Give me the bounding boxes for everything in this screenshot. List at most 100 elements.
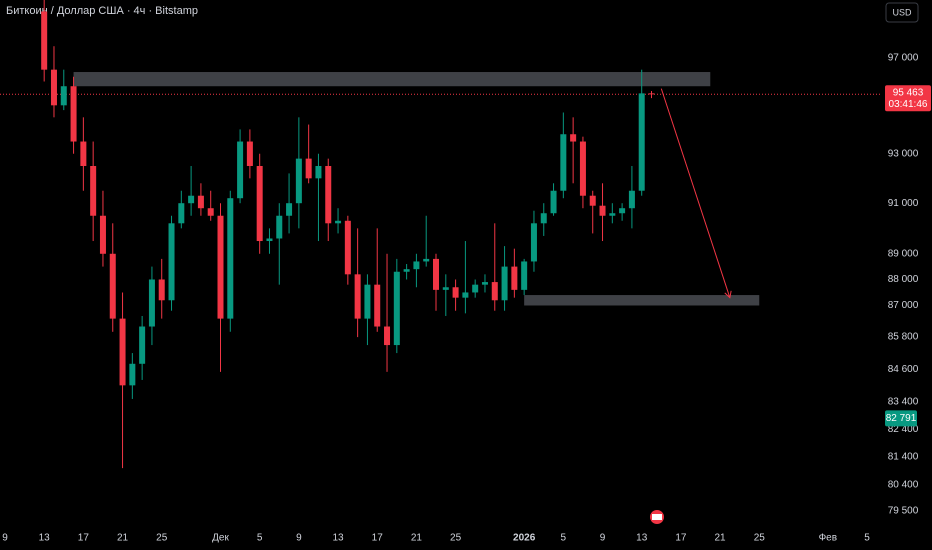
candle-body [188,195,195,204]
candle-body [648,93,655,95]
plot-area [0,0,880,469]
candle-body [237,141,244,199]
x-tick-label: 9 [600,533,606,544]
x-tick-label: 25 [450,533,462,544]
candle-body [638,93,645,191]
candle-body [423,258,430,262]
indicator-price-box [885,410,917,427]
x-tick-label: 17 [78,533,90,544]
candle-body [178,203,185,224]
x-tick-label: 2026 [513,533,536,544]
candle-body [374,284,381,327]
candle-body [60,86,67,106]
candle-body [433,258,439,290]
x-tick-label: 9 [2,533,8,544]
candle-body [246,141,253,167]
x-tick-label: 21 [715,533,727,544]
candle-body [256,166,263,242]
x-tick-label: 5 [561,533,567,544]
candle-body [168,223,175,301]
candle-body [139,326,146,364]
candle-body [99,215,106,254]
candle-body [530,223,537,262]
arrow-head [724,290,732,299]
candle-body [129,363,136,386]
candle-body [403,269,410,272]
x-tick-label: 17 [675,533,687,544]
y-tick-label: 88 000 [888,274,919,285]
candle-body [148,279,155,327]
candle-body [315,166,322,179]
x-tick-label: Дек [212,533,229,544]
countdown-label: 03:41:46 [889,99,928,110]
candle-body [521,261,528,290]
candle-body [119,318,126,386]
candle-body [384,326,391,346]
candle-body [628,190,635,209]
candle-body [197,195,204,209]
candle-body [266,238,273,242]
candle-body [619,208,626,214]
x-tick-label: 25 [156,533,168,544]
x-tick-label: 25 [754,533,766,544]
x-tick-label: Фев [819,533,837,544]
y-tick-label: 87 000 [888,300,919,311]
candle-body [217,215,224,319]
candle-body [442,287,449,290]
last-price-box [885,85,931,112]
indicator-price-label: 82 791 [886,413,917,424]
candle-body [481,282,488,285]
chart-title: Биткоин / Доллар США · 4ч · Bitstamp [6,5,198,17]
y-tick-label: 83 400 [888,396,919,407]
x-tick-label: 5 [864,533,870,544]
candle-body [276,215,283,239]
candle-body [158,279,165,301]
y-tick-label: 85 800 [888,332,919,343]
candle-body [207,208,214,216]
x-tick-label: 13 [636,533,648,544]
candle-body [295,158,302,204]
candle-body [393,271,400,346]
event-icon[interactable] [650,510,664,524]
candle-body [50,69,57,106]
y-tick-label: 91 000 [888,198,919,209]
candle-body [491,282,498,301]
candle-body [80,141,87,167]
candle-body [364,284,371,319]
y-tick-label: 97 000 [888,53,919,64]
candle-body [501,266,508,301]
candle-body [609,213,616,216]
candle-body [540,213,547,224]
zone [524,295,760,306]
y-tick-label: 93 000 [888,148,919,159]
currency-button[interactable] [885,2,919,23]
candle-body [589,195,596,206]
candle-body [344,220,351,275]
arrow-line [660,88,731,298]
x-tick-label: 21 [411,533,423,544]
y-tick-label: 81 400 [888,452,919,463]
candle-body [452,287,459,298]
y-tick-label: 84 600 [888,364,919,375]
currency-label[interactable]: USD [892,7,912,17]
candle-body [570,134,577,142]
y-tick-label: 89 000 [888,248,919,259]
y-tick-label: 79 500 [888,505,919,516]
candle-body [227,198,234,319]
x-tick-label: 13 [39,533,51,544]
candle-body [413,261,420,270]
candle-body [354,274,361,319]
candle-body [325,166,332,224]
candle-body [462,292,469,298]
x-tick-label: 9 [296,533,302,544]
y-tick-label: 80 400 [888,480,919,491]
candle-body [472,284,479,293]
candle-body [109,253,116,319]
candle-body [511,266,518,290]
last-price-label: 95 463 [893,87,924,98]
candle-body [70,86,77,142]
candle-body [550,190,557,214]
